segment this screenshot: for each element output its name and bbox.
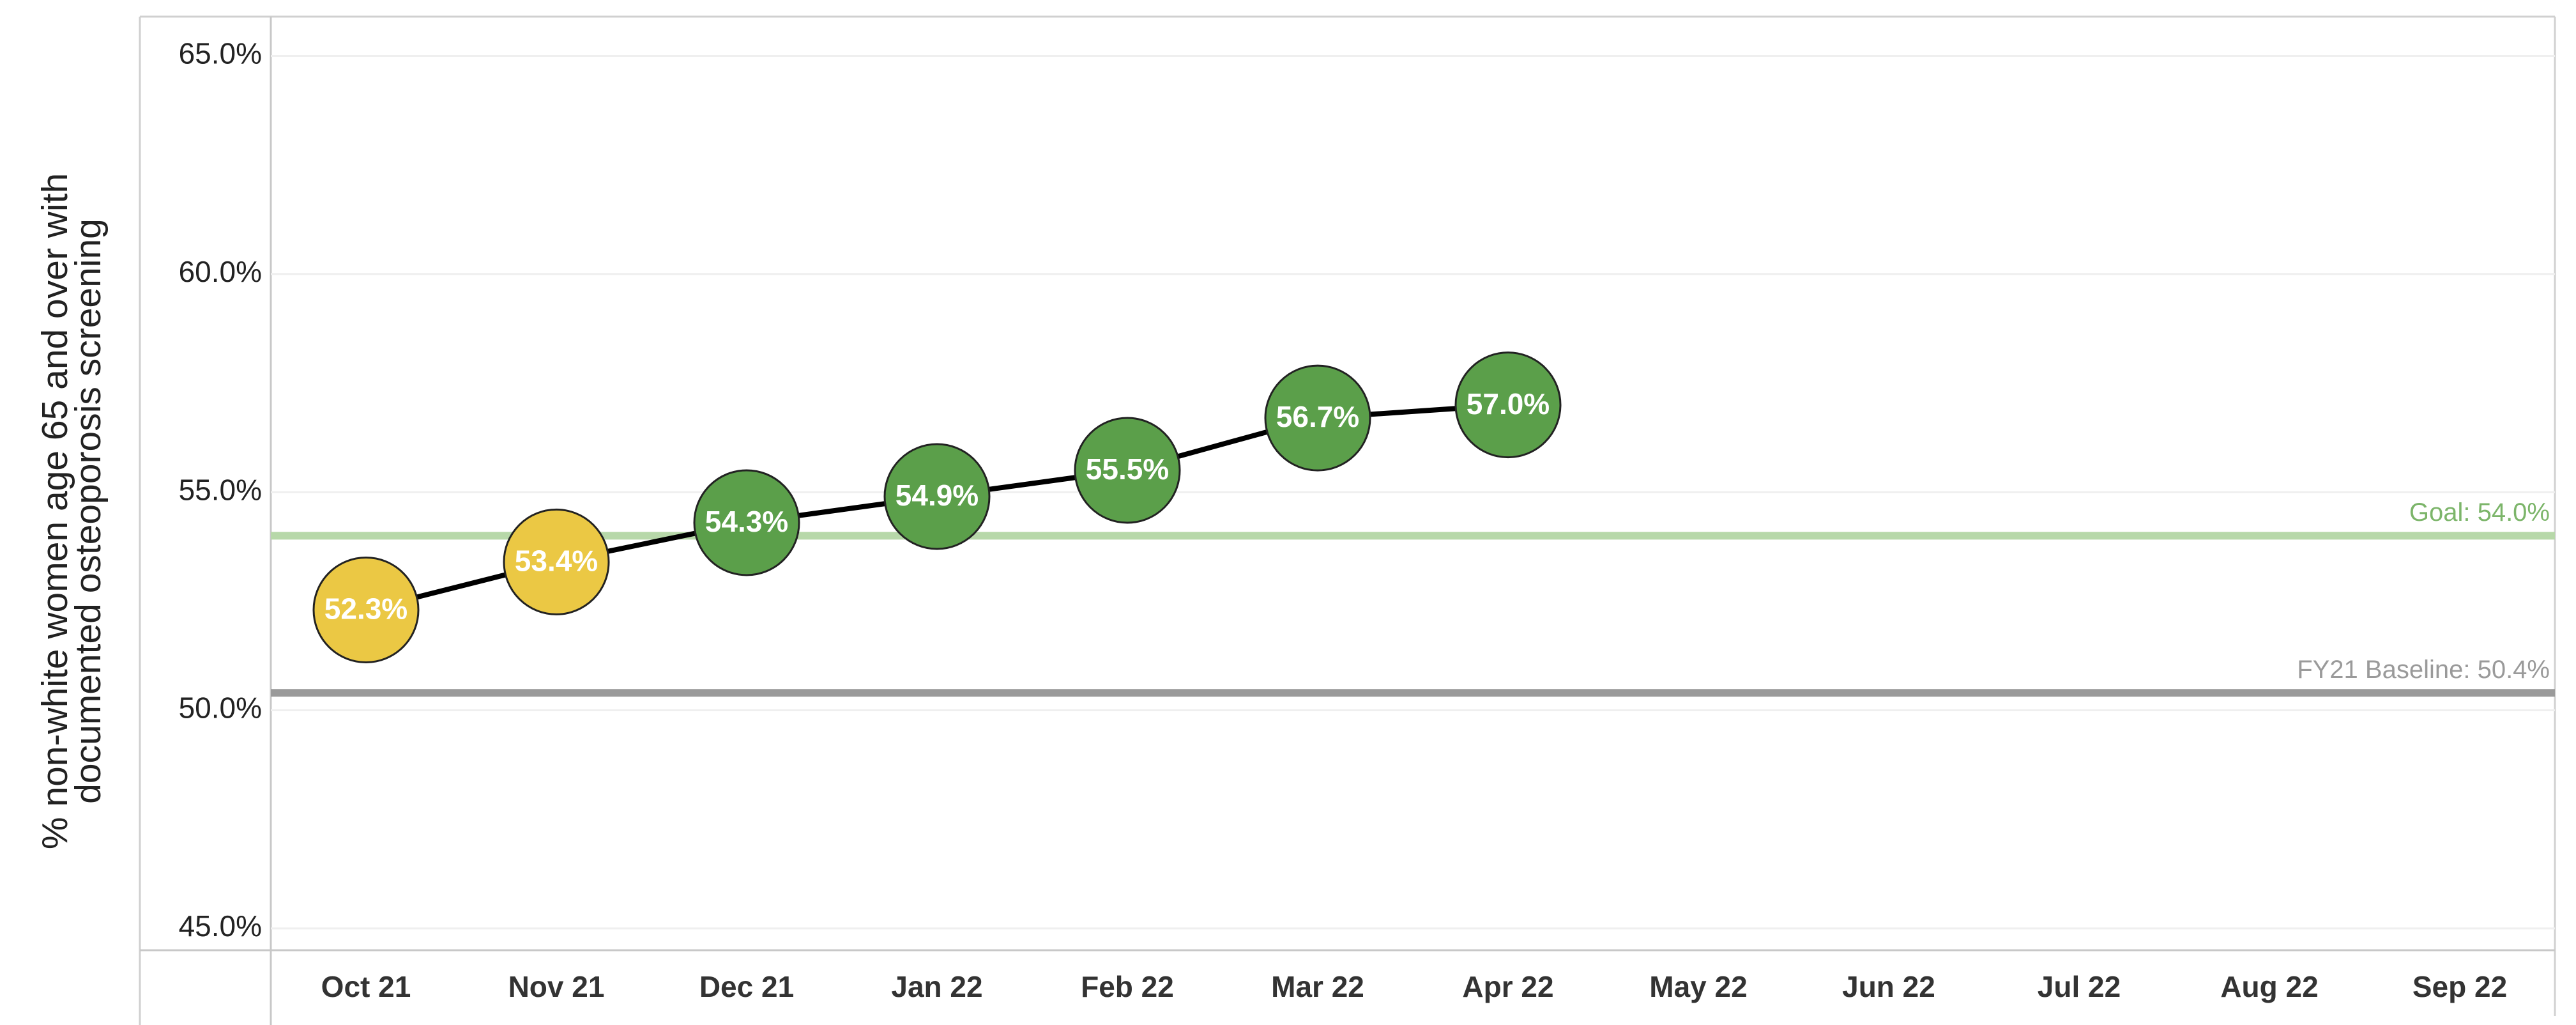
x-tick-label: Jun 22 xyxy=(1842,970,1935,1003)
data-point xyxy=(503,508,610,615)
y-tick-label: 45.0% xyxy=(179,909,262,943)
x-tick-label: Jul 22 xyxy=(2038,970,2121,1003)
data-point xyxy=(312,556,420,663)
x-tick-label: Apr 22 xyxy=(1462,970,1553,1003)
x-tick-label: Feb 22 xyxy=(1081,970,1174,1003)
data-point xyxy=(883,443,991,550)
y-axis-title-line: % non-white women age 65 and over with xyxy=(34,173,75,849)
data-point xyxy=(1454,351,1562,459)
x-tick-label: Jan 22 xyxy=(891,970,982,1003)
y-axis-title-line: documented osteoporosis screening xyxy=(68,219,109,804)
data-label: 53.4% xyxy=(515,544,598,578)
data-point xyxy=(1074,417,1181,524)
data-label: 57.0% xyxy=(1467,387,1550,420)
x-tick-label: Oct 21 xyxy=(321,970,411,1003)
data-point xyxy=(693,469,800,576)
y-tick-label: 60.0% xyxy=(179,255,262,288)
data-point xyxy=(1264,364,1371,472)
x-tick-label: Dec 21 xyxy=(699,970,794,1003)
y-axis-title: % non-white women age 65 and over with d… xyxy=(34,173,109,849)
x-tick-label: Aug 22 xyxy=(2220,970,2318,1003)
x-tick-label: Nov 21 xyxy=(508,970,605,1003)
reference-label: Goal: 54.0% xyxy=(2409,498,2550,527)
data-label: 54.9% xyxy=(896,479,979,512)
reference-label: FY21 Baseline: 50.4% xyxy=(2297,656,2550,684)
y-tick-label: 55.0% xyxy=(179,473,262,506)
data-label: 56.7% xyxy=(1276,400,1359,433)
data-label: 54.3% xyxy=(705,505,788,538)
x-tick-label: Sep 22 xyxy=(2412,970,2507,1003)
y-tick-label: 50.0% xyxy=(179,691,262,725)
y-tick-label: 65.0% xyxy=(179,37,262,70)
x-tick-label: May 22 xyxy=(1649,970,1747,1003)
x-tick-label: Mar 22 xyxy=(1271,970,1364,1003)
data-label: 55.5% xyxy=(1086,452,1169,486)
data-label: 52.3% xyxy=(324,592,408,626)
